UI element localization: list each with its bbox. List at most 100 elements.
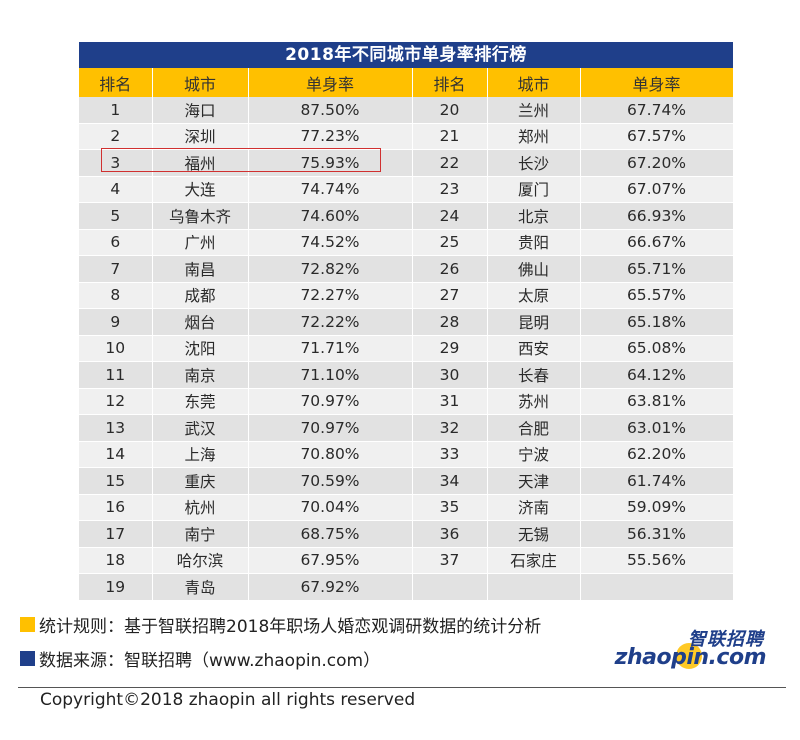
source-note: 数据来源：智联招聘（www.zhaopin.com） [20, 646, 380, 671]
cell-city: 合肥 [487, 414, 581, 442]
table-row: 10 沈阳 71.71% 29 西安 65.08% [79, 335, 734, 362]
cell-rate: 72.82% [248, 255, 413, 283]
cell-city: 郑州 [487, 123, 581, 150]
header-rank-left: 排名 [79, 68, 153, 97]
cell-rate: 70.04% [248, 494, 413, 521]
cell-rank: 24 [412, 202, 488, 230]
header-rate-left: 单身率 [248, 68, 413, 97]
cell-rate: 72.27% [248, 282, 413, 309]
cell-city: 长沙 [487, 149, 581, 177]
cell-rank: 31 [412, 388, 488, 415]
cell-rate: 72.22% [248, 308, 413, 336]
cell-rank: 4 [79, 176, 153, 203]
table-row: 11 南京 71.10% 30 长春 64.12% [79, 361, 734, 389]
header-rank-right: 排名 [412, 68, 488, 97]
cell-rate: 74.60% [248, 202, 413, 230]
zhaopin-logo: 智联招聘 zhaopin.com [615, 625, 774, 680]
cell-rank: 10 [79, 335, 153, 362]
cell-city: 深圳 [152, 123, 249, 150]
table-body: 1 海口 87.50% 20 兰州 67.74% 2 深圳 77.23% 21 郑州 67.57% 3 福… [79, 97, 734, 601]
cell-rate: 65.71% [580, 255, 734, 283]
table-row: 4 大连 74.74% 23 厦门 67.07% [79, 176, 734, 203]
cell-city: 广州 [152, 229, 249, 256]
cell-rank [412, 573, 488, 601]
cell-rank: 5 [79, 202, 153, 230]
table-row: 12 东莞 70.97% 31 苏州 63.81% [79, 388, 734, 415]
cell-rate: 74.52% [248, 229, 413, 256]
cell-rank: 25 [412, 229, 488, 256]
cell-rate: 71.71% [248, 335, 413, 362]
cell-city: 兰州 [487, 97, 581, 124]
cell-rank: 17 [79, 520, 153, 548]
cell-rate: 59.09% [580, 494, 734, 521]
table-row: 19 青岛 67.92% [79, 573, 734, 601]
cell-rank: 8 [79, 282, 153, 309]
cell-city: 海口 [152, 97, 249, 124]
table-row: 5 乌鲁木齐 74.60% 24 北京 66.93% [79, 202, 734, 230]
cell-rank: 14 [79, 441, 153, 468]
highlight-box [101, 148, 381, 172]
cell-city: 南宁 [152, 520, 249, 548]
cell-rate: 71.10% [248, 361, 413, 389]
table-row: 13 武汉 70.97% 32 合肥 63.01% [79, 414, 734, 442]
cell-rank: 18 [79, 547, 153, 574]
cell-rank: 33 [412, 441, 488, 468]
rule-note: 统计规则：基于智联招聘2018年职场人婚恋观调研数据的统计分析 [20, 612, 541, 637]
footer-divider [18, 687, 786, 688]
cell-city: 乌鲁木齐 [152, 202, 249, 230]
cell-rank: 1 [79, 97, 153, 124]
cell-city: 南京 [152, 361, 249, 389]
table-row: 1 海口 87.50% 20 兰州 67.74% [79, 97, 734, 124]
cell-city: 宁波 [487, 441, 581, 468]
header-row: 排名 城市 单身率 排名 城市 单身率 [79, 68, 734, 97]
cell-rate: 56.31% [580, 520, 734, 548]
header-rate-right: 单身率 [580, 68, 734, 97]
cell-rank: 36 [412, 520, 488, 548]
cell-rate: 65.18% [580, 308, 734, 336]
cell-city: 成都 [152, 282, 249, 309]
cell-city: 太原 [487, 282, 581, 309]
cell-rank: 28 [412, 308, 488, 336]
cell-city: 济南 [487, 494, 581, 521]
table-row: 17 南宁 68.75% 36 无锡 56.31% [79, 520, 734, 548]
cell-rank: 7 [79, 255, 153, 283]
cell-city: 厦门 [487, 176, 581, 203]
cell-city: 佛山 [487, 255, 581, 283]
header-city-left: 城市 [152, 68, 249, 97]
cell-rank: 32 [412, 414, 488, 442]
cell-rank: 21 [412, 123, 488, 150]
cell-city: 贵阳 [487, 229, 581, 256]
cell-city: 大连 [152, 176, 249, 203]
cell-rate: 65.08% [580, 335, 734, 362]
cell-city: 西安 [487, 335, 581, 362]
cell-rank: 15 [79, 467, 153, 495]
table-row: 9 烟台 72.22% 28 昆明 65.18% [79, 308, 734, 336]
cell-rank: 6 [79, 229, 153, 256]
table-row: 6 广州 74.52% 25 贵阳 66.67% [79, 229, 734, 256]
cell-rank: 19 [79, 573, 153, 601]
cell-rate: 67.57% [580, 123, 734, 150]
cell-city: 长春 [487, 361, 581, 389]
cell-rank: 30 [412, 361, 488, 389]
cell-rank: 16 [79, 494, 153, 521]
cell-city: 烟台 [152, 308, 249, 336]
cell-rank: 29 [412, 335, 488, 362]
cell-rate: 70.59% [248, 467, 413, 495]
cell-rank: 22 [412, 149, 488, 177]
cell-rank: 27 [412, 282, 488, 309]
logo-english-text: zhaopin.com [614, 645, 767, 670]
cell-rank: 35 [412, 494, 488, 521]
cell-rate: 62.20% [580, 441, 734, 468]
cell-city: 北京 [487, 202, 581, 230]
cell-rate: 67.20% [580, 149, 734, 177]
cell-rate: 70.97% [248, 388, 413, 415]
cell-rate: 64.12% [580, 361, 734, 389]
logo-circle-icon [676, 643, 702, 669]
cell-city: 武汉 [152, 414, 249, 442]
cell-rate: 63.01% [580, 414, 734, 442]
cell-city: 东莞 [152, 388, 249, 415]
table-row: 8 成都 72.27% 27 太原 65.57% [79, 282, 734, 309]
cell-rate: 66.93% [580, 202, 734, 230]
copyright-text: Copyright©2018 zhaopin all rights reserv… [40, 690, 416, 710]
cell-rate: 70.80% [248, 441, 413, 468]
